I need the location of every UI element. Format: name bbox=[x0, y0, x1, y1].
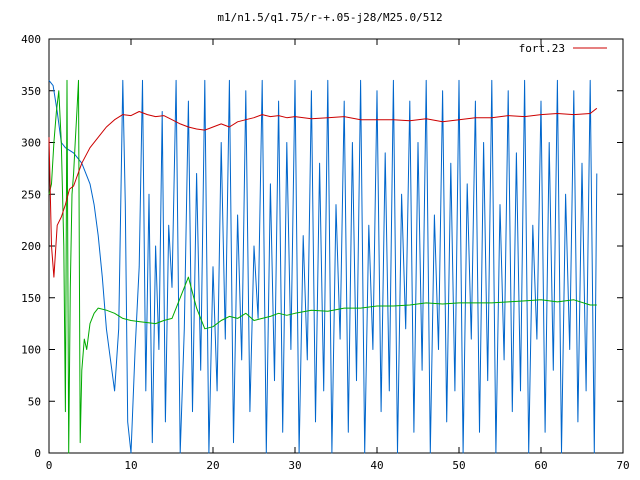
y-tick-label: 150 bbox=[21, 292, 41, 305]
legend-label: fort.23 bbox=[519, 42, 565, 55]
x-tick-label: 40 bbox=[370, 459, 383, 472]
y-tick-label: 250 bbox=[21, 188, 41, 201]
series-layer bbox=[48, 79, 598, 454]
y-tick-label: 300 bbox=[21, 137, 41, 150]
y-tick-label: 50 bbox=[28, 395, 41, 408]
y-tick-label: 100 bbox=[21, 344, 41, 357]
x-tick-label: 0 bbox=[46, 459, 53, 472]
x-tick-label: 20 bbox=[206, 459, 219, 472]
axis-ticks: 0 10 20 30 40 50 60 70 0 50 100 150 200 250 300 350 400 bbox=[21, 33, 630, 472]
chart-title: m1/n1.5/q1.75/r-+.05-j28/M25.0/512 bbox=[217, 11, 442, 24]
x-tick-label: 10 bbox=[124, 459, 137, 472]
series-line-1 bbox=[48, 107, 598, 278]
y-tick-label: 350 bbox=[21, 85, 41, 98]
y-tick-label: 400 bbox=[21, 33, 41, 46]
x-tick-label: 30 bbox=[288, 459, 301, 472]
legend: fort.23 bbox=[519, 42, 607, 55]
plot-frame bbox=[48, 38, 624, 454]
series-line-3 bbox=[48, 79, 597, 454]
series-line-2 bbox=[48, 79, 598, 454]
y-tick-label: 200 bbox=[21, 240, 41, 253]
x-tick-label: 50 bbox=[452, 459, 465, 472]
x-tick-label: 70 bbox=[616, 459, 629, 472]
y-tick-label: 0 bbox=[34, 447, 41, 460]
x-tick-label: 60 bbox=[534, 459, 547, 472]
